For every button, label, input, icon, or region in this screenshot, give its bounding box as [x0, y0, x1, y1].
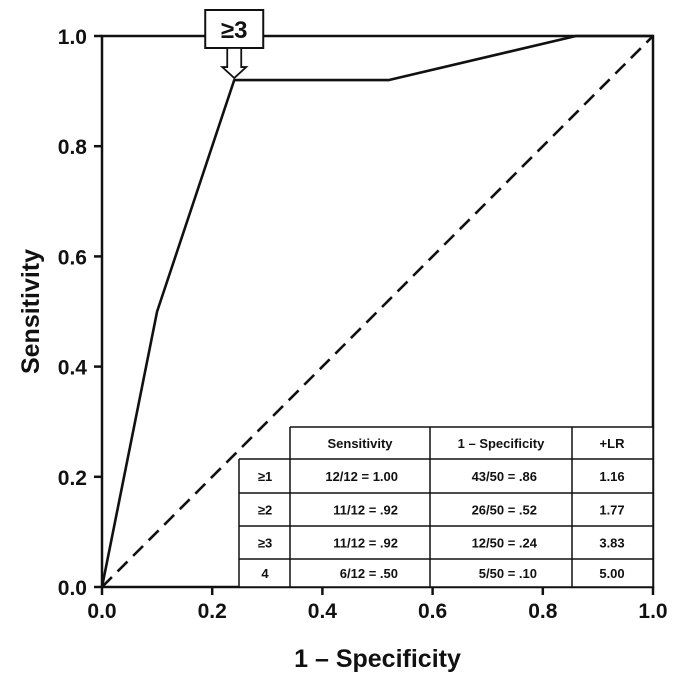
x-axis-title: 1 – Specificity — [294, 645, 461, 673]
threshold-table: Sensitivity 1 – Specificity +LR ≥1 12/12 = 1… — [238, 426, 654, 588]
reference-diagonal-line — [101, 35, 654, 588]
roc-curve-line — [100, 34, 653, 588]
x-tick-label: 0.8 — [528, 600, 558, 623]
table-threshold-cell: ≥2 — [258, 503, 272, 518]
x-tick-label: 0.0 — [87, 600, 116, 623]
callout-label: ≥3 — [221, 17, 248, 44]
table-value-cell: 3.83 — [599, 536, 624, 551]
y-tick-label: 0.4 — [58, 357, 88, 380]
table-header-cell: 1 – Specificity — [458, 436, 545, 451]
x-tick-label: 0.2 — [198, 600, 227, 623]
table-background — [239, 459, 653, 587]
x-tick-label: 0.4 — [308, 600, 338, 623]
y-tick-label: 0.8 — [58, 136, 88, 159]
table-threshold-cell: ≥3 — [258, 536, 272, 551]
table-value-cell: 1.16 — [599, 469, 624, 484]
y-axis-title: Sensitivity — [17, 249, 45, 374]
table-value-cell: 5/50 = .10 — [479, 566, 537, 581]
table-value-cell: 11/12 = .92 — [333, 503, 398, 518]
table-value-cell: 43/50 = .86 — [472, 469, 537, 484]
x-tick-label: 0.6 — [418, 600, 447, 623]
table-value-cell: 11/12 = .92 — [333, 536, 398, 551]
threshold-callout: ≥3 — [204, 9, 265, 80]
table-header-cell: +LR — [600, 436, 626, 451]
table-header-cell: Sensitivity — [327, 436, 393, 451]
table-value-cell: 12/12 = 1.00 — [325, 469, 398, 484]
y-tick-label: 0.2 — [58, 467, 87, 490]
table-header-background — [290, 427, 653, 459]
y-tick-label: 0.6 — [58, 246, 87, 269]
table-value-cell: 6/12 = .50 — [340, 566, 398, 581]
table-value-cell: 12/50 = .24 — [472, 536, 538, 551]
y-tick-label: 0.0 — [58, 577, 87, 600]
y-tick-label: 1.0 — [58, 26, 87, 49]
x-tick-label: 1.0 — [638, 600, 667, 623]
table-threshold-cell: 4 — [261, 566, 269, 581]
table-value-cell: 26/50 = .52 — [472, 503, 537, 518]
callout-arrow — [219, 47, 249, 80]
table-value-cell: 5.00 — [599, 566, 624, 581]
table-value-cell: 1.77 — [599, 503, 624, 518]
series-layer — [100, 34, 654, 588]
table-threshold-cell: ≥1 — [258, 469, 272, 484]
